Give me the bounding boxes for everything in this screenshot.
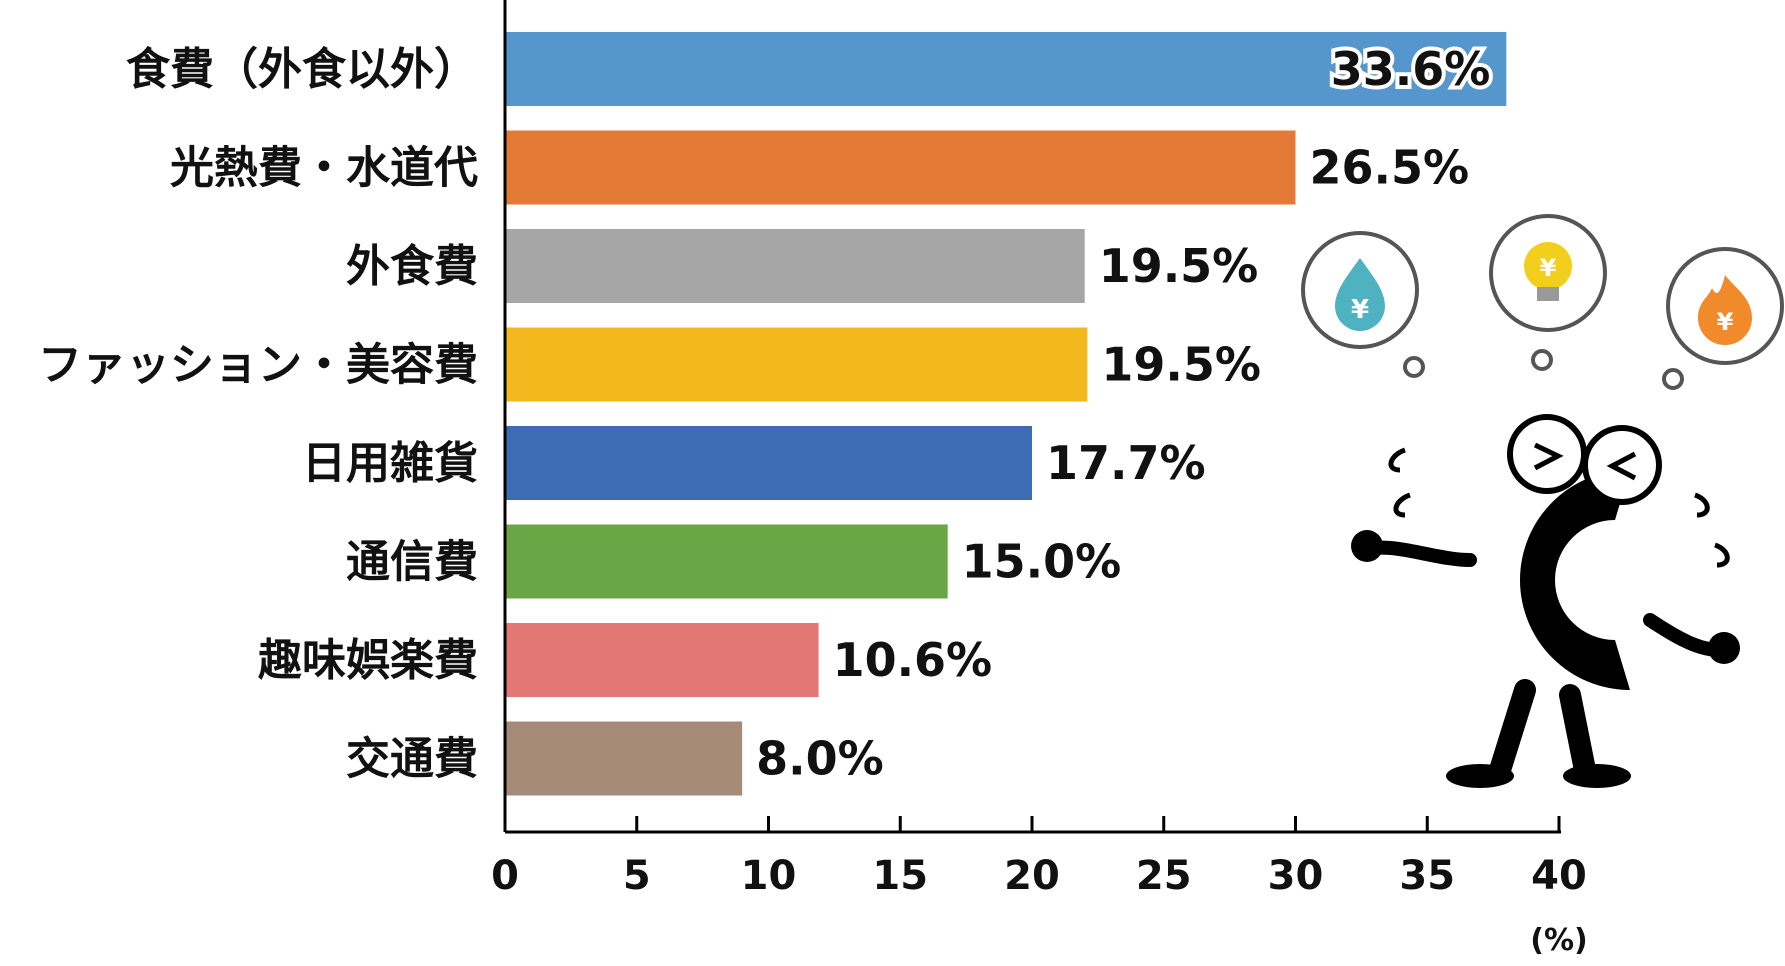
x-tick-label: 5 <box>623 853 651 899</box>
bar <box>505 426 1032 500</box>
x-tick-label: 30 <box>1268 853 1324 899</box>
x-tick-label: 25 <box>1136 853 1192 899</box>
value-label: 19.5% <box>1099 239 1259 293</box>
x-tick-label: 20 <box>1004 853 1060 899</box>
water-drop-icon <box>1335 258 1385 331</box>
axis-layer: 0 5 10 15 20 25 30 35 40 (%) <box>491 0 1588 958</box>
value-label: 10.6% <box>833 633 993 687</box>
value-label: 17.7% <box>1046 436 1206 490</box>
x-tick-label: 0 <box>491 853 519 899</box>
category-label: ファッション・美容費 <box>38 340 478 391</box>
bars-layer: 食費（外食以外） 33.6% 光熱費・水道代 26.5% 外食費 19.5% ファッション・… <box>38 32 1507 796</box>
thought-bubble-water: ¥ <box>1301 231 1425 378</box>
light-bulb-icon <box>1524 242 1572 290</box>
bar <box>505 721 743 796</box>
bar <box>505 524 948 599</box>
flame-icon <box>1698 275 1752 345</box>
value-label: 26.5% <box>1310 141 1470 195</box>
value-label: 19.5% <box>1101 338 1261 392</box>
value-label: 33.6% <box>1331 42 1491 96</box>
x-unit-label: (%) <box>1530 923 1587 958</box>
bar <box>505 623 819 697</box>
bar <box>505 327 1088 402</box>
category-label: 光熱費・水道代 <box>170 143 478 194</box>
yen-symbol: ¥ <box>1540 254 1557 282</box>
x-tick-label: 10 <box>741 853 797 899</box>
category-label: 通信費 <box>346 537 478 588</box>
mascot-illustration: ¥ ¥ ¥ <box>1301 214 1784 788</box>
thought-bubble-bulb: ¥ <box>1489 214 1607 371</box>
black-c-character <box>1351 414 1740 788</box>
category-label: 趣味娯楽費 <box>258 635 478 686</box>
value-label: 8.0% <box>756 732 884 786</box>
category-label: 外食費 <box>346 241 478 292</box>
x-tick-label: 35 <box>1399 853 1455 899</box>
bar <box>505 32 1507 106</box>
bar <box>505 130 1296 205</box>
yen-symbol: ¥ <box>1717 308 1734 336</box>
category-label: 交通費 <box>346 734 478 785</box>
bar <box>505 229 1085 303</box>
value-label: 15.0% <box>962 535 1122 589</box>
thought-bubble-flame: ¥ <box>1662 247 1784 390</box>
x-tick-label: 15 <box>872 853 928 899</box>
category-label: 日用雑貨 <box>302 438 478 489</box>
category-label: 食費（外食以外） <box>126 44 478 95</box>
x-tick-label: 40 <box>1531 853 1587 899</box>
yen-symbol: ¥ <box>1351 295 1369 325</box>
